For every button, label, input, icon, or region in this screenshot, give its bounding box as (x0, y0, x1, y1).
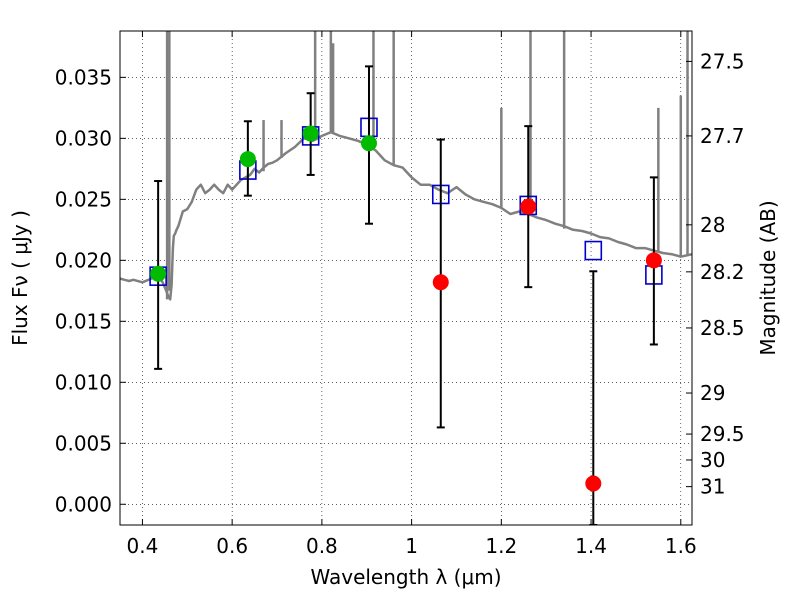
magnitude-tick-label: 29 (700, 381, 725, 405)
observed-flux-point (239, 151, 256, 168)
observed-flux-point (302, 125, 319, 142)
model-spectrum-line (120, 130, 692, 301)
observed-flux-point (520, 198, 537, 215)
observed-flux-point (585, 475, 602, 492)
x-tick-label: 1 (405, 534, 418, 558)
x-tick-label: 0.6 (216, 534, 248, 558)
plot-frame (119, 30, 693, 526)
magnitude-tick-label: 27.5 (700, 49, 745, 73)
magnitude-tick-label: 30 (700, 448, 725, 472)
magnitude-tick-label: 28.5 (700, 316, 745, 340)
x-tick-label: 0.4 (127, 534, 159, 558)
observed-flux-point (432, 274, 449, 291)
x-tick-label: 1.2 (485, 534, 517, 558)
y-tick-label: 0.020 (55, 248, 112, 272)
magnitude-tick-label: 29.5 (700, 422, 745, 446)
y-tick-label: 0.005 (55, 431, 112, 455)
magnitude-tick-label: 28.2 (700, 260, 745, 284)
y-tick-label: 0.015 (55, 309, 112, 333)
grid-lines (120, 31, 692, 525)
observed-flux-point (360, 135, 377, 152)
plot-area (120, 31, 692, 525)
model-photometry-square (584, 240, 603, 261)
y-tick-label: 0.025 (55, 187, 112, 211)
magnitude-tick-label: 28 (700, 213, 725, 237)
magnitude-tick-label: 27.7 (700, 124, 745, 148)
x-tick-label: 1.4 (575, 534, 607, 558)
x-tick-label: 0.8 (306, 534, 338, 558)
x-tick-label: 1.6 (665, 534, 697, 558)
observed-flux-point (150, 265, 167, 282)
y-tick-label: 0.030 (55, 126, 112, 150)
y-tick-label: 0.035 (55, 65, 112, 89)
y-tick-label: 0.000 (55, 492, 112, 516)
y-tick-label: 0.010 (55, 370, 112, 394)
y-axis-label: Flux Fν ( μJy ) (8, 210, 32, 346)
observed-flux-point (645, 252, 662, 269)
magnitude-axis-label: Magnitude (AB) (756, 200, 780, 355)
x-axis-label: Wavelength λ (μm) (310, 565, 501, 589)
magnitude-tick-label: 31 (700, 475, 725, 499)
axis-ticks: 0.4 0.6 0.8 1 1.2 1.4 1.6 0.000 0.005 0.010 0.015 0… (55, 31, 745, 558)
